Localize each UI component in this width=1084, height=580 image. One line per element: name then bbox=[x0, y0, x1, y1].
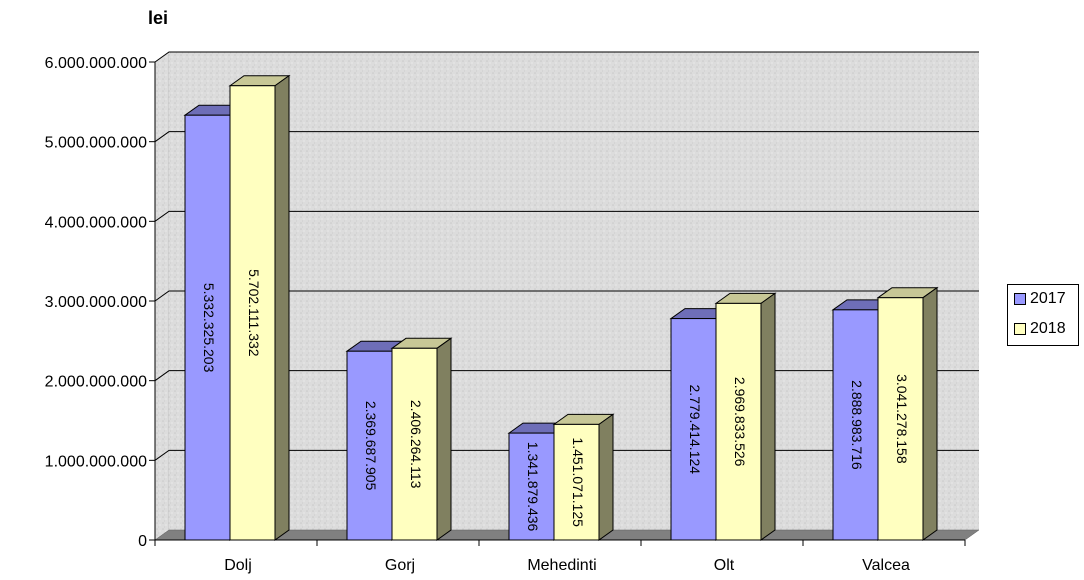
y-tick-label: 4.000.000.000 bbox=[45, 214, 147, 231]
x-tick-label: Dolj bbox=[224, 557, 252, 574]
bar-side bbox=[922, 286, 938, 541]
bars: 5.332.325.203 5.702.111.332 2.369.687.905 2… bbox=[183, 74, 939, 541]
y-tick-label: 1.000.000.000 bbox=[45, 453, 147, 470]
bar-value-label: 2.969.833.526 bbox=[732, 377, 748, 467]
legend-item-2018: 2018 bbox=[1014, 320, 1066, 338]
bar: 1.451.071.125 bbox=[552, 413, 615, 541]
bar: 5.702.111.332 bbox=[228, 74, 291, 541]
bar: 2.406.264.113 bbox=[390, 337, 453, 541]
bar-value-label: 2.888.983.716 bbox=[849, 380, 865, 470]
bar-front bbox=[391, 347, 438, 541]
bar-front bbox=[346, 350, 393, 541]
bar-front bbox=[553, 423, 600, 541]
bar-side bbox=[760, 292, 776, 541]
gridline-4 bbox=[154, 210, 979, 222]
bar-front bbox=[832, 309, 879, 541]
x-tick-label: Mehedinti bbox=[527, 557, 596, 574]
bar: 3.041.278.158 bbox=[876, 286, 939, 541]
y-tick-label: 6.000.000.000 bbox=[45, 55, 147, 72]
bar-front bbox=[670, 318, 717, 541]
gridline-6 bbox=[154, 51, 979, 63]
bar-value-label: 5.702.111.332 bbox=[246, 269, 262, 357]
bar-side bbox=[274, 74, 290, 541]
bar-value-label: 2.406.264.113 bbox=[408, 400, 424, 489]
x-tick-label: Gorj bbox=[385, 557, 415, 574]
bar-front bbox=[877, 297, 924, 541]
bar-side bbox=[436, 337, 452, 541]
legend-swatch-2018 bbox=[1014, 323, 1026, 335]
bar-side bbox=[598, 413, 614, 541]
gridline-3 bbox=[154, 290, 979, 302]
x-tick-label: Olt bbox=[714, 557, 735, 574]
bar-front bbox=[229, 85, 276, 541]
y-axis-unit-label: lei bbox=[148, 8, 169, 28]
legend-item-2017: 2017 bbox=[1014, 290, 1066, 308]
bar-value-label: 1.451.071.125 bbox=[570, 437, 586, 527]
x-tick-label: Valcea bbox=[862, 557, 910, 574]
bar-value-label: 5.332.325.203 bbox=[201, 283, 217, 373]
bar-value-label: 1.341.879.436 bbox=[525, 442, 541, 532]
legend-swatch-2017 bbox=[1014, 293, 1026, 305]
y-tick-label: 5.000.000.000 bbox=[45, 135, 147, 152]
y-tick-label: 0 bbox=[138, 533, 147, 550]
bar-front bbox=[715, 302, 762, 541]
bar-value-label: 2.779.414.124 bbox=[687, 385, 703, 475]
legend-label-2018: 2018 bbox=[1030, 320, 1066, 337]
x-axis: Dolj Gorj Mehedinti Olt Valcea bbox=[154, 539, 966, 574]
legend: 2017 2018 bbox=[1007, 284, 1079, 346]
bar-value-label: 3.041.278.158 bbox=[894, 374, 910, 464]
y-axis: 0 1.000.000.000 2.000.000.000 3.000.000.000… bbox=[45, 55, 156, 550]
gridline-5 bbox=[154, 131, 979, 143]
legend-label-2017: 2017 bbox=[1030, 290, 1066, 307]
y-tick-label: 3.000.000.000 bbox=[45, 294, 147, 311]
bar: 2.969.833.526 bbox=[714, 292, 777, 541]
bar-value-label: 2.369.687.905 bbox=[363, 401, 379, 491]
bar-front bbox=[184, 114, 231, 541]
y-tick-label: 2.000.000.000 bbox=[45, 374, 147, 391]
